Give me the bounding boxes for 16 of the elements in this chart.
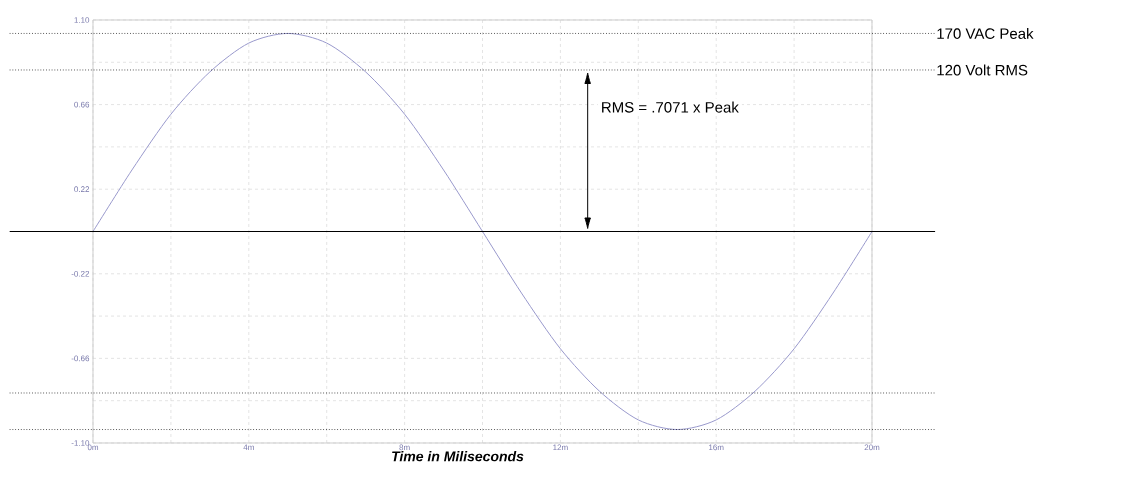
y-tick-label: 0.66	[74, 101, 90, 108]
x-axis-title: Time in Miliseconds	[392, 451, 524, 462]
x-tick-label: 16m	[709, 444, 724, 451]
y-tick-label: -0.66	[71, 355, 90, 362]
ref-line-label: 120 Volt RMS	[937, 64, 1028, 76]
y-tick-label: 1.10	[74, 17, 90, 23]
annotation: RMS = .7071 x Peak	[602, 101, 739, 113]
x-tick-label: 0m	[87, 444, 99, 451]
y-tick-label: 0.22	[74, 186, 90, 193]
x-tick-label: 12m	[553, 444, 568, 451]
ref-line-label: 170 VAC Peak	[937, 27, 1034, 39]
x-tick-label: 4m	[243, 444, 254, 451]
x-tick-label: 8m	[399, 444, 410, 451]
y-tick-label: -0.22	[71, 270, 90, 277]
y-tick-label: -1.10	[71, 440, 90, 446]
x-tick-label: 20m	[864, 444, 880, 451]
